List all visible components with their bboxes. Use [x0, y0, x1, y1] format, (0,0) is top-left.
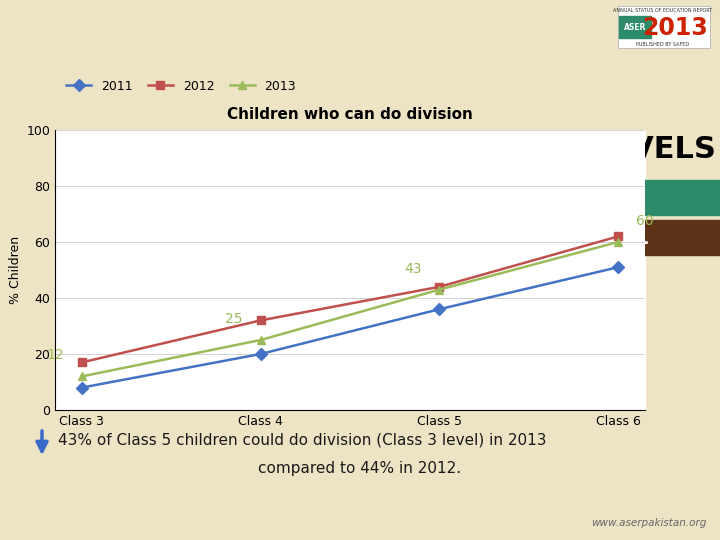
2013	[435, 286, 444, 293]
Text: RURAL: RURAL	[575, 228, 649, 247]
Text: compared to 44% in 2012.: compared to 44% in 2012.	[258, 461, 462, 476]
Bar	[510, 220, 720, 255]
Line: 2013: 2013	[78, 238, 622, 381]
2012	[435, 284, 444, 290]
Text: 43% of Class 5 children could do division (Class 3 level) in 2013: 43% of Class 5 children could do divisio…	[58, 433, 546, 448]
2012	[614, 233, 623, 240]
2011	[435, 306, 444, 313]
Text: 43: 43	[404, 261, 421, 275]
2012	[78, 359, 86, 366]
Bar	[388, 180, 720, 215]
Title: Children who can do division: Children who can do division	[227, 107, 473, 122]
Text: ANNUAL STATUS OF EDUCATION REPORT: ANNUAL STATUS OF EDUCATION REPORT	[613, 8, 713, 12]
Text: PUBLISHED BY SAFED: PUBLISHED BY SAFED	[636, 42, 690, 46]
Line: 2011: 2011	[78, 263, 622, 392]
Text: www.aserpakistan.org: www.aserpakistan.org	[590, 518, 706, 528]
2011	[614, 264, 623, 271]
Bar	[55, 130, 645, 410]
2011	[256, 351, 265, 357]
2012	[256, 317, 265, 323]
2011	[78, 384, 86, 391]
Text: 60: 60	[636, 214, 654, 228]
Y-axis label: % Children: % Children	[9, 236, 22, 304]
2013	[614, 239, 623, 245]
Text: 12: 12	[46, 348, 64, 362]
2013	[78, 373, 86, 380]
Text: 25: 25	[225, 312, 243, 326]
2013	[256, 337, 265, 343]
Text: 2013: 2013	[642, 16, 708, 40]
Text: LEARNING LEVELS: LEARNING LEVELS	[405, 136, 716, 165]
FancyBboxPatch shape	[618, 6, 710, 48]
Text: ASER: ASER	[624, 23, 646, 31]
Legend: 2011, 2012, 2013: 2011, 2012, 2013	[61, 75, 301, 98]
Line: 2012: 2012	[78, 232, 622, 367]
Text: ARITHMETIC: ARITHMETIC	[395, 188, 529, 207]
Bar	[619, 16, 651, 38]
